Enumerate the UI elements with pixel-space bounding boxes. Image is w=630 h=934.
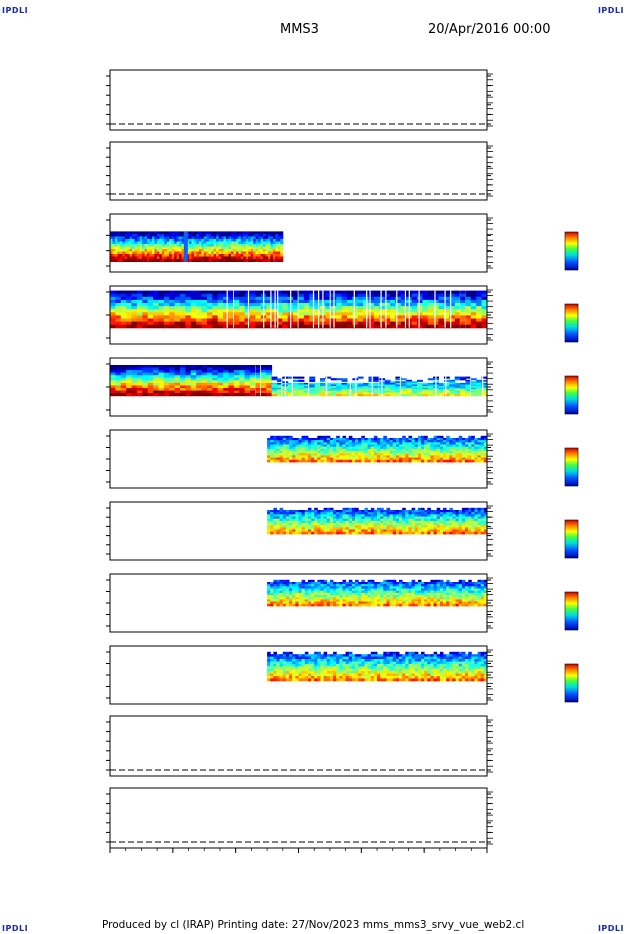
chart-5-colorbar: [564, 447, 579, 487]
chart-8-spectrogram: [267, 651, 488, 682]
chart-5-spectrogram: [267, 435, 488, 463]
chart-2-colorbar: [564, 231, 579, 271]
chart-10-frame: [109, 787, 488, 849]
chart-3-colorbar: [564, 303, 579, 343]
chart-0-frame: [109, 69, 488, 131]
chart-1-frame: [109, 141, 488, 201]
chart-3-spectrogram: [110, 290, 488, 329]
chart-4-colorbar: [564, 375, 579, 415]
corner-label-bottom-right: IPDLI: [597, 924, 624, 933]
chart-6-colorbar: [564, 519, 579, 559]
footer-text: Produced by cl (IRAP) Printing date: 27/…: [102, 919, 525, 931]
chart-6-frame: [109, 501, 488, 561]
chart-2-spectrogram: [110, 231, 284, 262]
chart-7-colorbar: [564, 591, 579, 631]
chart-6-spectrogram: [267, 507, 488, 535]
chart-7-spectrogram: [267, 579, 488, 607]
date-title: 20/Apr/2016 00:00: [428, 22, 551, 37]
corner-label-bottom-left: IPDLI: [2, 924, 29, 933]
corner-label-top-right: IPDLI: [597, 6, 624, 15]
chart-9-frame: [109, 715, 488, 777]
spacecraft-title: MMS3: [280, 22, 319, 37]
chart-2-frame: [109, 213, 488, 273]
chart-4-spectrogram: [110, 365, 488, 397]
corner-label-top-left: IPDLI: [2, 6, 29, 15]
chart-8-colorbar: [564, 663, 579, 703]
